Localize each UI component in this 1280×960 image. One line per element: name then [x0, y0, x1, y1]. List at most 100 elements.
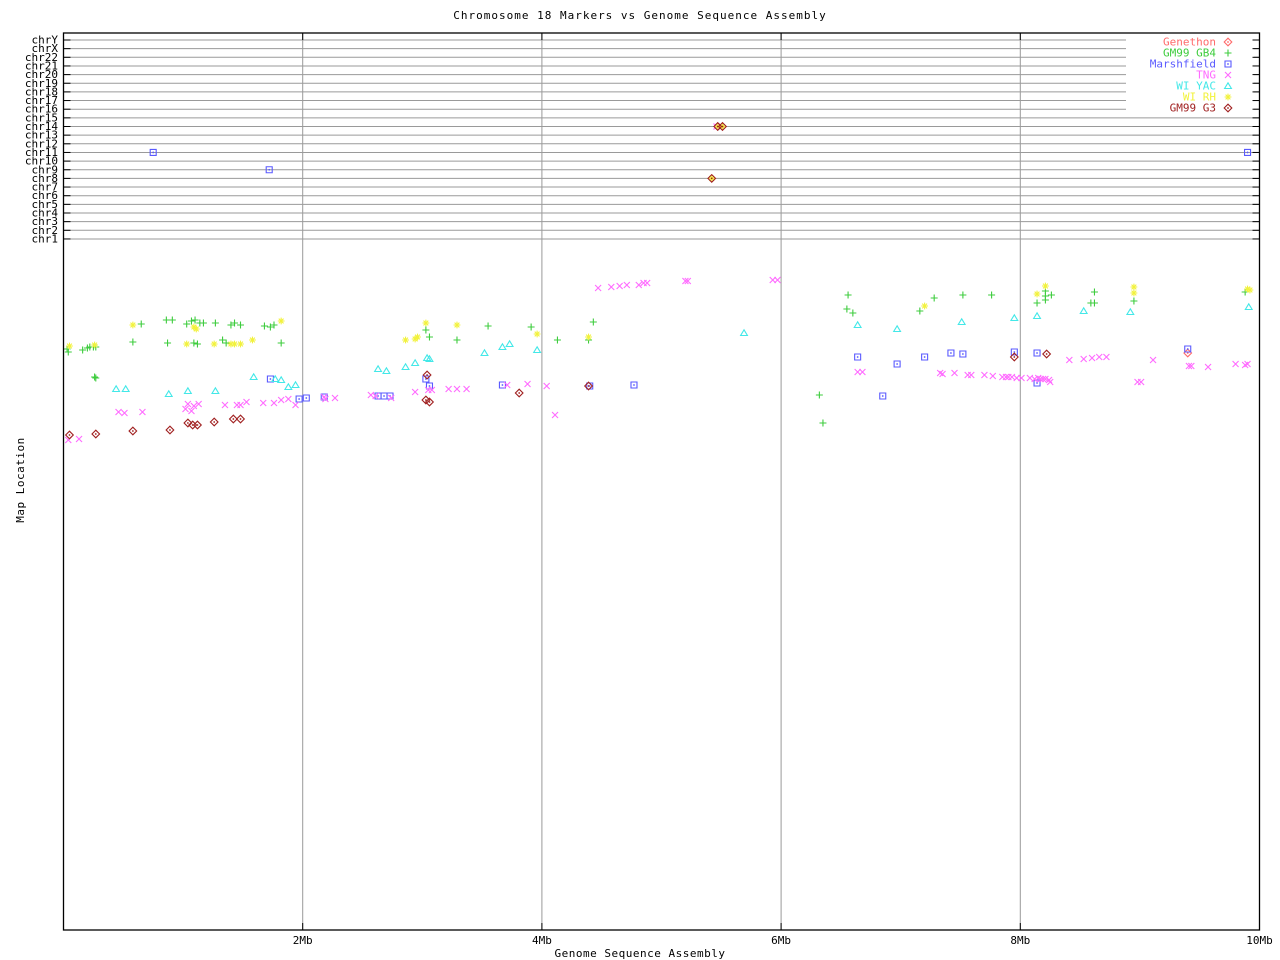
- tng-point: [607, 283, 615, 291]
- marshfield-point: [305, 397, 308, 399]
- gm99-gb4-point: [1090, 288, 1098, 296]
- gm99-gb4-point: [260, 322, 268, 330]
- gm99-gb4-point: [484, 322, 492, 330]
- gm99-gb4-point: [1047, 291, 1055, 299]
- marshfield-point: [959, 350, 967, 358]
- tng-point: [190, 402, 198, 410]
- marshfield-point: [1186, 348, 1189, 350]
- gm99-g3-chrom-point: [710, 177, 713, 180]
- gm99-gb4-point: [589, 318, 597, 326]
- marshfield-point: [961, 353, 964, 355]
- wi-rh-point: [533, 330, 541, 338]
- wi-yac-point: [121, 384, 131, 393]
- tng-point: [684, 277, 692, 285]
- tng-point: [854, 368, 862, 376]
- gm99-g3-point: [422, 370, 432, 380]
- gm99-g3-point: [1042, 349, 1052, 359]
- gm99-g3-point: [131, 430, 134, 432]
- gm99-g3-point: [1045, 353, 1048, 355]
- wi-yac-point: [382, 366, 391, 375]
- gm99-g3-point: [94, 433, 97, 435]
- legend-marker: [1227, 41, 1229, 43]
- gm99-gb4-point: [162, 316, 170, 324]
- gm99-gb4-point: [819, 419, 827, 427]
- x-tick-label: 6Mb: [771, 934, 791, 947]
- wi-yac-point: [498, 342, 507, 351]
- marshfield-point: [377, 395, 379, 397]
- gm99-g3-point: [191, 424, 194, 426]
- tng-point: [428, 386, 436, 394]
- wi-yac-point: [892, 324, 902, 333]
- wi-rh-point: [210, 340, 218, 348]
- legend-marker: [1224, 93, 1232, 101]
- gm99-gb4-point: [815, 391, 823, 399]
- marshfield-point: [923, 356, 926, 358]
- tng-point: [643, 279, 651, 287]
- tng-point: [259, 399, 267, 407]
- chromosome-label: chr14: [25, 120, 58, 133]
- marshfield-point: [498, 381, 506, 389]
- chromosome-label: chr16: [25, 103, 58, 116]
- gm99-g3-point: [209, 417, 219, 427]
- marshfield-point: [893, 360, 901, 368]
- tng-point: [1080, 355, 1088, 363]
- tng-point: [981, 371, 988, 379]
- marshfield-point: [630, 381, 638, 389]
- tng-point: [1065, 356, 1073, 364]
- chromosome-label: chr12: [25, 137, 58, 150]
- gm99-gb4-point: [190, 339, 198, 347]
- wi-rh-point: [453, 321, 461, 329]
- gm99-g3-point: [1013, 356, 1016, 358]
- chromosome-label: chr9: [32, 163, 59, 176]
- tng-point: [769, 276, 777, 284]
- wi-yac-point: [1032, 311, 1042, 320]
- marshfield-point: [1010, 348, 1018, 356]
- wi-rh-point: [921, 302, 929, 310]
- gm99-g3-chrom-point: [707, 173, 717, 183]
- gm99-g3-chrom-point: [721, 125, 724, 128]
- wi-yac-point: [532, 345, 542, 354]
- wi-rh-point: [249, 336, 256, 344]
- tng-point: [1037, 375, 1045, 383]
- chromosome-label: chr17: [25, 94, 58, 107]
- tng-point: [453, 385, 461, 393]
- wi-rh-point: [1130, 289, 1138, 297]
- tng-point: [859, 368, 866, 376]
- tng-point: [445, 385, 453, 393]
- wi-yac-point: [480, 348, 489, 357]
- gm99-g3-point: [165, 425, 175, 435]
- wi-rh-point: [414, 333, 421, 341]
- chromosome-label: chr10: [25, 155, 58, 168]
- gm99-gb4-point: [959, 291, 967, 299]
- legend-marker: [1227, 107, 1229, 109]
- tng-point: [270, 399, 278, 407]
- x-tick-label: 4Mb: [532, 934, 552, 947]
- tng-point: [411, 388, 419, 396]
- marshfield-point: [269, 378, 272, 380]
- wi-rh-point: [1042, 282, 1049, 290]
- gm99-gb4-point: [193, 340, 201, 348]
- gm99-g3-point: [426, 374, 428, 376]
- chromosome-label: chr8: [32, 172, 59, 185]
- x-tick-label: 8Mb: [1010, 934, 1030, 947]
- gm99-gb4-point: [844, 291, 852, 299]
- marshfield-point: [386, 392, 394, 400]
- tng-point: [1204, 363, 1212, 371]
- wi-yac-point: [1244, 302, 1254, 311]
- tng-point: [1046, 378, 1054, 386]
- gm99-gb4-point: [422, 326, 430, 334]
- marshfield-point: [302, 394, 310, 402]
- gm99-gb4-point: [164, 339, 172, 347]
- wi-rh-point: [1130, 283, 1138, 291]
- legend-label: GM99 G3: [1170, 102, 1216, 115]
- tng-point: [237, 401, 244, 409]
- gm99-gb4-point: [425, 333, 433, 341]
- tng-point: [331, 394, 339, 402]
- gm99-gb4-point: [211, 319, 219, 327]
- gm99-g3-point: [1009, 352, 1019, 362]
- tng-point: [594, 284, 602, 292]
- wi-rh-point: [129, 321, 137, 329]
- chromosome-label: chr22: [25, 51, 58, 64]
- chromosome-label: chr5: [32, 198, 59, 211]
